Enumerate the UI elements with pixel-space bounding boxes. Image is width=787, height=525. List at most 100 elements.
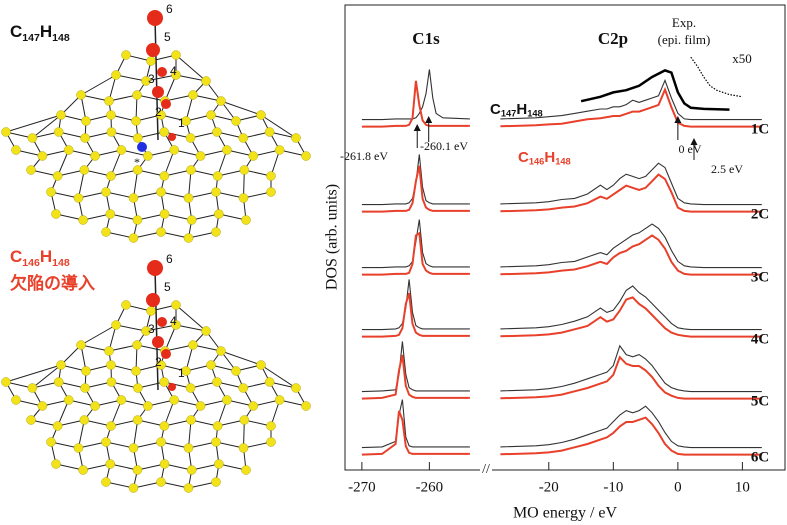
dos-curve [500,297,761,336]
frame [345,5,785,470]
panel-label: 6C [751,449,769,465]
panel-label: 3C [751,269,769,285]
carbon-atom [132,367,141,376]
substituted-atom [152,336,164,348]
substituted-atom [147,10,163,26]
element: C [10,22,22,41]
carbon-atom [102,478,111,487]
carbon-atom [80,416,89,425]
carbon-atom [184,484,193,493]
formula: C147H148 [10,22,70,43]
note: 欠陥の導入 [10,273,95,294]
carbon-atom [53,172,62,181]
carbon-atom [186,134,195,143]
carbon-atom [160,172,169,181]
carbon-atom [239,134,248,143]
carbon-atom [105,97,114,106]
substituted-atom [146,293,160,307]
carbon-atom [82,367,91,376]
atom-number: 3 [148,72,155,86]
carbon-atom [77,341,86,350]
carbon-atom [133,416,142,425]
atom-number: 2 [155,355,162,369]
subscript: 147 [22,32,40,44]
bond [176,55,206,81]
x-tick-label: 10 [735,479,750,495]
carbon-atom [133,91,142,100]
marker-arrowhead [414,124,421,131]
atom-number: 2 [155,105,162,119]
atom-number: 1 [178,116,185,130]
carbon-atom [112,71,121,80]
carbon-atom [267,172,276,181]
carbon-atom [129,194,138,203]
carbon-atom [213,172,222,181]
atom-number: 1 [178,366,185,380]
carbon-atom [249,402,258,411]
carbon-atom [143,152,152,161]
carbon-atom [107,378,116,387]
bond [6,365,61,382]
scale-label: x50 [732,51,752,66]
dos-curve [500,346,761,392]
marker-label: -260.1 eV [420,139,468,153]
dos-curve [500,406,761,447]
carbon-atom [160,128,169,137]
dos-curve [362,355,470,399]
carbon-atom [160,378,169,387]
carbon-atom [74,194,83,203]
x-axis-label: MO energy / eV [513,505,618,522]
subscript: 147 [501,109,517,119]
carbon-atom [157,188,166,197]
carbon-atom [184,444,193,453]
carbon-atom [2,378,11,387]
carbon-atom [214,210,223,219]
carbon-atom [79,466,88,475]
substituted-atom [161,99,171,109]
element: H [516,101,527,118]
defect-mark: * [134,155,140,169]
panel-label: 1C [751,121,769,137]
element: C [518,149,529,166]
carbon-atom [212,188,221,197]
peak-label: C1s [412,29,440,48]
carbon-atom [184,194,193,203]
bond [221,101,261,115]
substituted-atom [147,260,163,276]
carbon-atom [267,188,276,197]
carbon-atom [187,216,196,225]
bond [221,351,261,365]
carbon-atom [275,146,284,155]
atom-number: 4 [170,314,177,328]
carbon-atom [242,216,251,225]
carbon-atom [117,396,126,405]
carbon-atom [189,91,198,100]
formula: C147H148 [490,101,543,119]
carbon-atom [202,77,211,86]
x-tick-label: 0 [674,479,682,495]
dos-curve [362,279,470,329]
substituted-atom [161,349,171,359]
carbon-atom [292,134,301,143]
carbon-atom [129,484,138,493]
carbon-atom [47,438,56,447]
carbon-atom [107,172,116,181]
marker-label: 2.5 eV [711,162,743,176]
carbon-atom [186,384,195,393]
carbon-atom [240,416,249,425]
carbon-atom [207,361,216,370]
carbon-atom [81,384,90,393]
dos-curve [500,357,761,398]
y-axis-label: DOS (arb. units) [324,184,341,290]
carbon-atom [239,444,248,453]
carbon-atom [81,134,90,143]
carbon-atom [213,422,222,431]
carbon-atom [27,166,36,175]
carbon-atom [133,134,142,143]
carbon-atom [147,57,156,66]
carbon-atom [239,384,248,393]
carbon-atom [187,416,196,425]
dos-curve [500,286,761,330]
panel-label: 5C [751,393,769,409]
atom-number: 3 [148,322,155,336]
